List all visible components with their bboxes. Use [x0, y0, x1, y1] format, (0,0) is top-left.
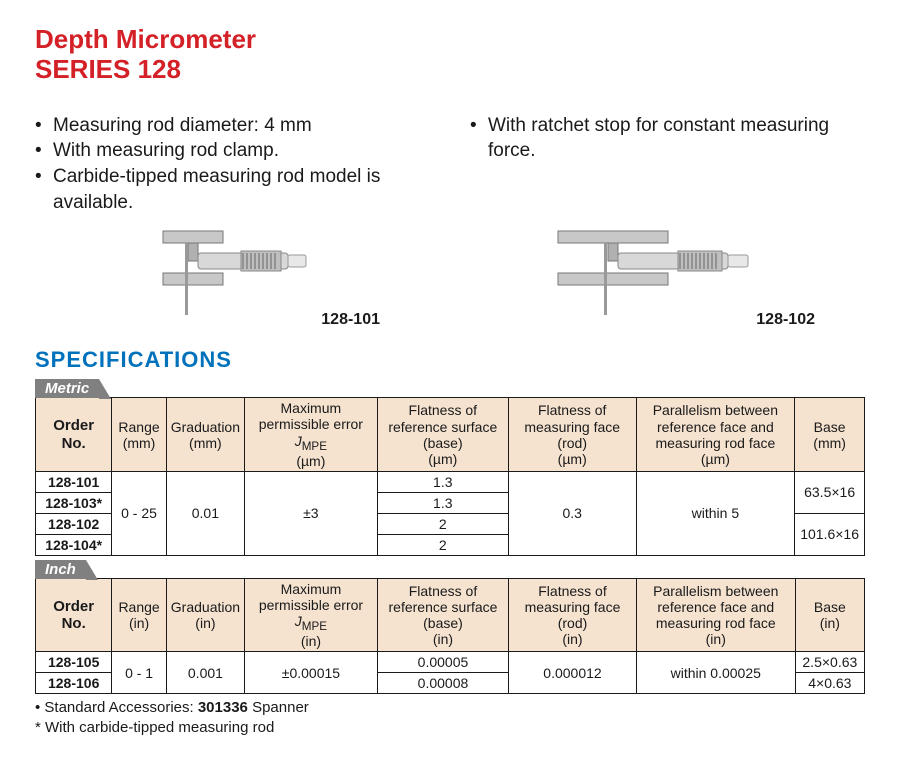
order-no: 128-106 [36, 673, 112, 694]
cell-flatness-base: 0.00005 [377, 652, 508, 673]
image-label-right: 128-102 [756, 311, 815, 329]
tab-metric: Metric [35, 379, 99, 398]
cell-flatness-base: 0.00008 [377, 673, 508, 694]
cell-flatness-base: 1.3 [377, 492, 508, 513]
feature-text: With ratchet stop for constant measuring… [488, 113, 865, 164]
cell-flatness-rod: 0.000012 [509, 652, 637, 694]
features-left: •Measuring rod diameter: 4 mm•With measu… [35, 113, 430, 216]
metric-spec-table: Order No.Range(mm)Graduation(mm)Maximum … [35, 397, 865, 556]
footnotes: • Standard Accessories: 301336 Spanner* … [35, 698, 865, 737]
column-header: Maximum permissible error JMPE(µm) [245, 398, 378, 472]
page-title: Depth Micrometer SERIES 128 [35, 25, 865, 85]
cell-flatness-base: 1.3 [377, 471, 508, 492]
tab-inch: Inch [35, 560, 86, 579]
cell-base: 63.5×16 [795, 471, 865, 513]
order-no: 128-101 [36, 471, 112, 492]
specifications-heading: SPECIFICATIONS [35, 347, 865, 373]
features-row: •Measuring rod diameter: 4 mm•With measu… [35, 113, 865, 216]
cell-graduation: 0.01 [166, 471, 244, 555]
cell-graduation: 0.001 [166, 652, 244, 694]
feature-text: Measuring rod diameter: 4 mm [53, 113, 312, 139]
feature-bullet: •Carbide-tipped measuring rod model is a… [35, 164, 430, 215]
micrometer-icon [123, 223, 343, 333]
cell-flatness-rod: 0.3 [508, 471, 636, 555]
column-header: Base(mm) [795, 398, 865, 472]
cell-range: 0 - 25 [112, 471, 166, 555]
column-header: Range(mm) [112, 398, 166, 472]
feature-bullet: •With measuring rod clamp. [35, 138, 430, 164]
column-header: Order No. [36, 398, 112, 472]
table-row: 128-1050 - 10.001±0.000150.000050.000012… [36, 652, 865, 673]
cell-parallelism: within 5 [636, 471, 795, 555]
cell-error: ±0.00015 [245, 652, 378, 694]
cell-parallelism: within 0.00025 [636, 652, 795, 694]
cell-base: 101.6×16 [795, 513, 865, 555]
order-no: 128-102 [36, 513, 112, 534]
table-row: 128-1010 - 250.01±31.30.3within 563.5×16 [36, 471, 865, 492]
order-no: 128-103* [36, 492, 112, 513]
column-header: Maximum permissible error JMPE(in) [245, 578, 378, 652]
column-header: Graduation(mm) [166, 398, 244, 472]
column-header: Parallelism between reference face and m… [636, 398, 795, 472]
column-header: Base(in) [795, 578, 864, 652]
column-header: Parallelism between reference face and m… [636, 578, 795, 652]
cell-range: 0 - 1 [112, 652, 166, 694]
column-header: Graduation(in) [166, 578, 244, 652]
column-header: Range(in) [112, 578, 166, 652]
inch-spec-table: Order No.Range(in)Graduation(in)Maximum … [35, 578, 865, 695]
feature-bullet: •Measuring rod diameter: 4 mm [35, 113, 430, 139]
title-line2: SERIES 128 [35, 54, 181, 84]
footnote-line: • Standard Accessories: 301336 Spanner [35, 698, 865, 718]
cell-flatness-base: 2 [377, 534, 508, 555]
cell-flatness-base: 2 [377, 513, 508, 534]
product-images-row: 128-101 128-102 [35, 223, 865, 333]
cell-base: 2.5×0.63 [795, 652, 864, 673]
cell-base: 4×0.63 [795, 673, 864, 694]
column-header: Flatness of measuring face (rod)(µm) [508, 398, 636, 472]
feature-text: With measuring rod clamp. [53, 138, 279, 164]
image-label-left: 128-101 [321, 311, 380, 329]
footnote-line: * With carbide-tipped measuring rod [35, 718, 865, 738]
product-image-right: 128-102 [470, 223, 865, 333]
title-line1: Depth Micrometer [35, 24, 256, 54]
feature-bullet: •With ratchet stop for constant measurin… [470, 113, 865, 164]
order-no: 128-105 [36, 652, 112, 673]
features-right: •With ratchet stop for constant measurin… [470, 113, 865, 216]
column-header: Flatness of reference surface (base)(µm) [377, 398, 508, 472]
cell-error: ±3 [245, 471, 378, 555]
column-header: Flatness of reference surface (base)(in) [377, 578, 508, 652]
order-no: 128-104* [36, 534, 112, 555]
product-image-left: 128-101 [35, 223, 430, 333]
column-header: Order No. [36, 578, 112, 652]
column-header: Flatness of measuring face (rod)(in) [509, 578, 637, 652]
feature-text: Carbide-tipped measuring rod model is av… [53, 164, 430, 215]
